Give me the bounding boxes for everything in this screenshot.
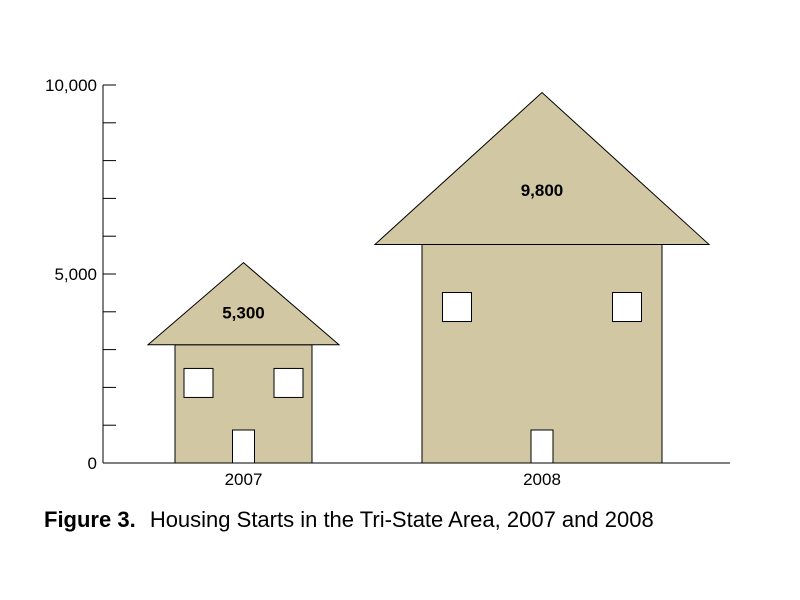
- house-body: [421, 243, 663, 464]
- y-tick-label: 0: [88, 454, 97, 473]
- houses: 5,300 9,800: [146, 91, 711, 464]
- house-roof: [146, 262, 341, 346]
- house-2007: 5,300: [146, 262, 341, 464]
- x-tick-label: 2007: [225, 470, 263, 489]
- house-window: [442, 292, 472, 323]
- y-axis: 0 5,000 10,000: [45, 76, 116, 473]
- house-window: [612, 292, 642, 323]
- house-roof: [373, 91, 711, 245]
- house-window: [183, 367, 214, 398]
- figure-title: Housing Starts in the Tri-State Area, 20…: [149, 507, 654, 532]
- house-door: [232, 429, 255, 464]
- data-label: 9,800: [521, 181, 564, 200]
- data-label: 5,300: [222, 304, 265, 323]
- y-tick-label: 10,000: [45, 76, 97, 95]
- figure-number: Figure 3.: [44, 507, 136, 532]
- y-tick-label: 5,000: [54, 265, 97, 284]
- x-axis: 2007 2008: [103, 462, 730, 489]
- house-2008: 9,800: [373, 91, 711, 464]
- figure-caption: Figure 3. Housing Starts in the Tri-Stat…: [44, 507, 654, 533]
- house-window: [273, 367, 304, 398]
- x-tick-label: 2008: [523, 470, 561, 489]
- house-door: [530, 429, 554, 464]
